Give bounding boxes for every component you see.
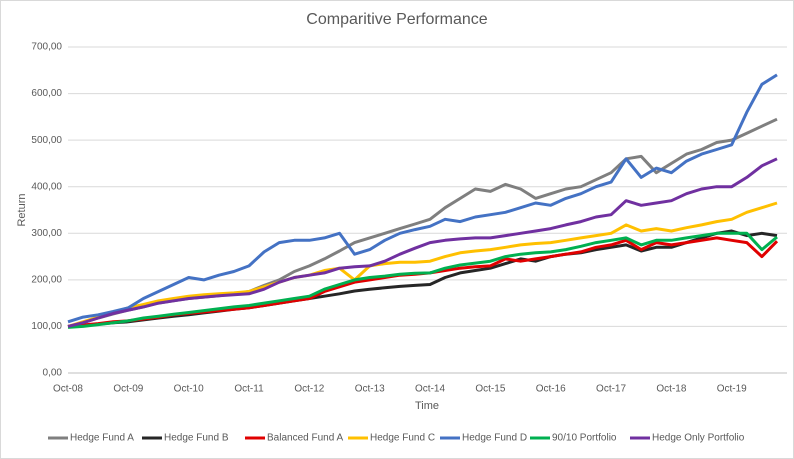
- y-tick-label: 600,00: [31, 88, 62, 99]
- y-tick-label: 100,00: [31, 321, 62, 332]
- y-tick-label: 500,00: [31, 135, 62, 146]
- series-line: [67, 73, 778, 324]
- x-tick-label: Oct-15: [475, 384, 505, 395]
- x-axis-title: Time: [415, 400, 439, 412]
- y-axis-title: Return: [16, 193, 28, 226]
- x-tick-label: Oct-12: [294, 384, 324, 395]
- legend-label: Hedge Fund B: [164, 433, 229, 444]
- chart-title: Comparitive Performance: [306, 11, 488, 28]
- x-tick-label: Oct-08: [53, 384, 83, 395]
- legend-label: Hedge Only Portfolio: [652, 433, 745, 444]
- x-tick-label: Oct-17: [596, 384, 626, 395]
- series-line: [67, 201, 778, 328]
- y-tick-label: 300,00: [31, 228, 62, 239]
- x-tick-label: Oct-11: [234, 384, 264, 395]
- y-tick-label: 200,00: [31, 274, 62, 285]
- x-tick-label: Oct-09: [113, 384, 143, 395]
- legend-label: 90/10 Portfolio: [552, 433, 617, 444]
- y-tick-label: 400,00: [31, 181, 62, 192]
- legend-label: Hedge Fund A: [70, 433, 134, 444]
- x-tick-label: Oct-13: [355, 384, 385, 395]
- x-tick-label: Oct-16: [536, 384, 566, 395]
- legend-label: Hedge Fund D: [462, 433, 527, 444]
- x-tick-label: Oct-14: [415, 384, 445, 395]
- legend-label: Hedge Fund C: [370, 433, 435, 444]
- x-tick-label: Oct-18: [656, 384, 686, 395]
- x-tick-label: Oct-10: [174, 384, 204, 395]
- legend-label: Balanced Fund A: [267, 433, 343, 444]
- series-line: [67, 231, 778, 329]
- series-line: [67, 157, 778, 328]
- y-tick-label: 0,00: [43, 368, 63, 379]
- y-tick-label: 700,00: [31, 42, 62, 53]
- x-tick-label: Oct-19: [717, 384, 747, 395]
